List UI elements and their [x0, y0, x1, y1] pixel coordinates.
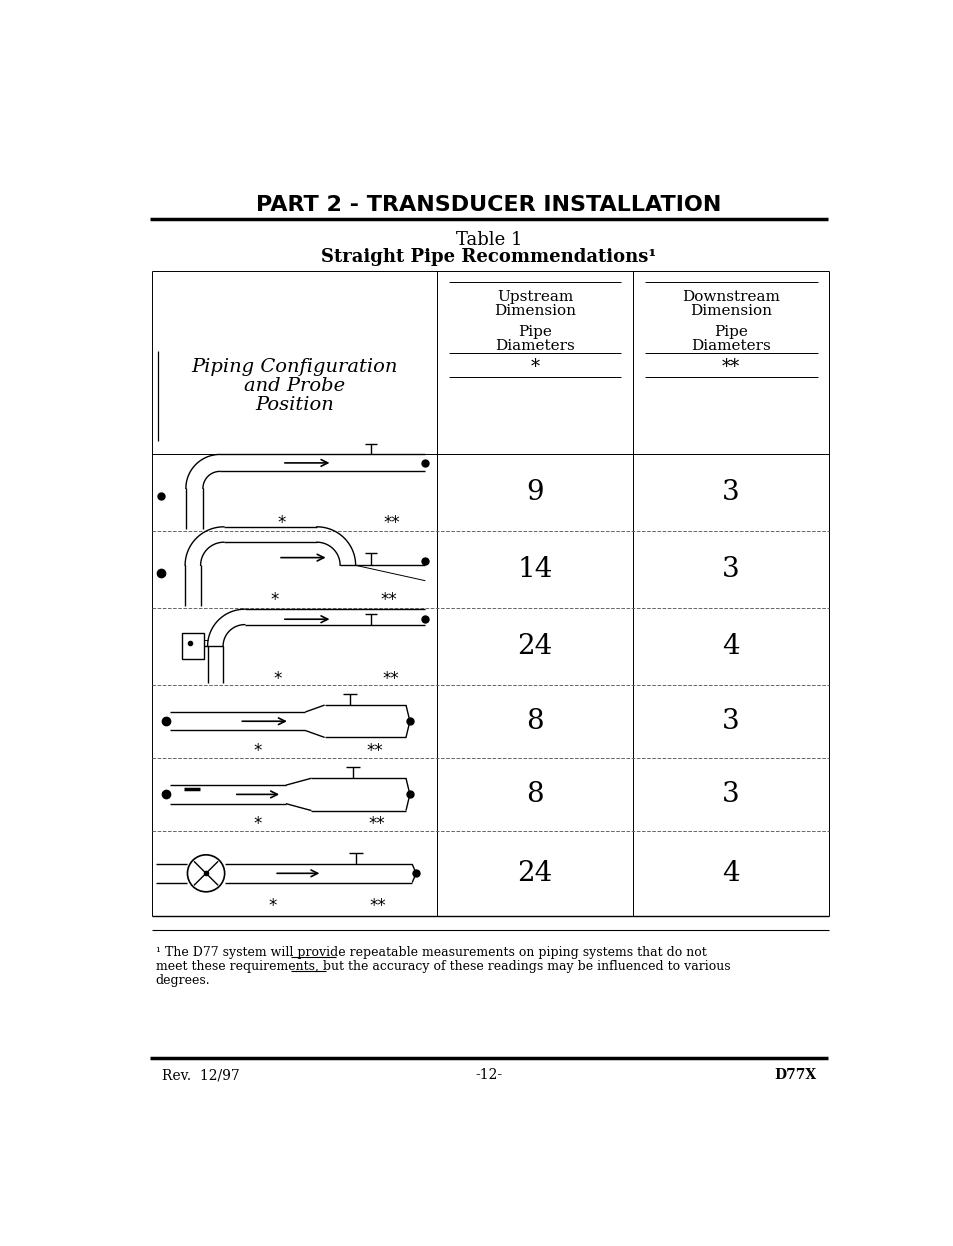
Text: Straight Pipe Recommendations¹: Straight Pipe Recommendations¹ — [321, 248, 656, 267]
Text: **: ** — [382, 669, 398, 688]
Text: Upstream: Upstream — [497, 290, 573, 304]
Text: PART 2 - TRANSDUCER INSTALLATION: PART 2 - TRANSDUCER INSTALLATION — [256, 194, 720, 216]
Text: 3: 3 — [721, 708, 740, 735]
Text: 3: 3 — [721, 556, 740, 583]
Text: 4: 4 — [721, 633, 740, 659]
Text: 14: 14 — [517, 556, 552, 583]
Text: *: * — [530, 358, 539, 375]
Text: 3: 3 — [721, 478, 740, 506]
Text: -12-: -12- — [475, 1068, 502, 1082]
Text: Downstream: Downstream — [681, 290, 780, 304]
Text: **: ** — [368, 815, 384, 834]
Text: Dimension: Dimension — [494, 304, 576, 318]
Text: Table 1: Table 1 — [456, 232, 521, 249]
Text: degrees.: degrees. — [155, 974, 210, 987]
Text: Piping Configuration: Piping Configuration — [191, 358, 397, 375]
Text: **: ** — [721, 358, 740, 375]
Text: *: * — [274, 669, 282, 688]
Text: **: ** — [380, 591, 396, 609]
Text: ¹ The D77 system will provide repeatable measurements on piping systems that do : ¹ The D77 system will provide repeatable… — [155, 947, 705, 959]
Text: meet these requirements, but the accuracy of these readings may be influenced to: meet these requirements, but the accurac… — [155, 961, 730, 973]
Bar — [182, 633, 204, 659]
Text: 3: 3 — [721, 781, 740, 807]
Text: D77X: D77X — [774, 1068, 816, 1082]
Text: **: ** — [383, 513, 400, 532]
Text: 8: 8 — [526, 708, 543, 735]
Text: 24: 24 — [517, 633, 552, 659]
Text: Rev.  12/97: Rev. 12/97 — [162, 1068, 239, 1082]
Text: **: ** — [370, 897, 386, 916]
Text: *: * — [268, 897, 276, 916]
Text: 24: 24 — [517, 860, 552, 887]
Text: *: * — [253, 815, 261, 834]
Text: Pipe: Pipe — [517, 325, 552, 339]
Text: **: ** — [366, 741, 383, 760]
Text: *: * — [277, 513, 286, 532]
Text: Pipe: Pipe — [714, 325, 747, 339]
Text: 8: 8 — [526, 781, 543, 807]
Text: and Probe: and Probe — [244, 376, 345, 395]
Text: 9: 9 — [526, 478, 543, 506]
Text: Diameters: Diameters — [691, 339, 770, 353]
Text: Dimension: Dimension — [689, 304, 771, 318]
Text: Position: Position — [254, 396, 334, 414]
Text: *: * — [253, 741, 261, 760]
Text: Diameters: Diameters — [495, 339, 575, 353]
Text: 4: 4 — [721, 860, 740, 887]
Text: *: * — [270, 591, 278, 609]
